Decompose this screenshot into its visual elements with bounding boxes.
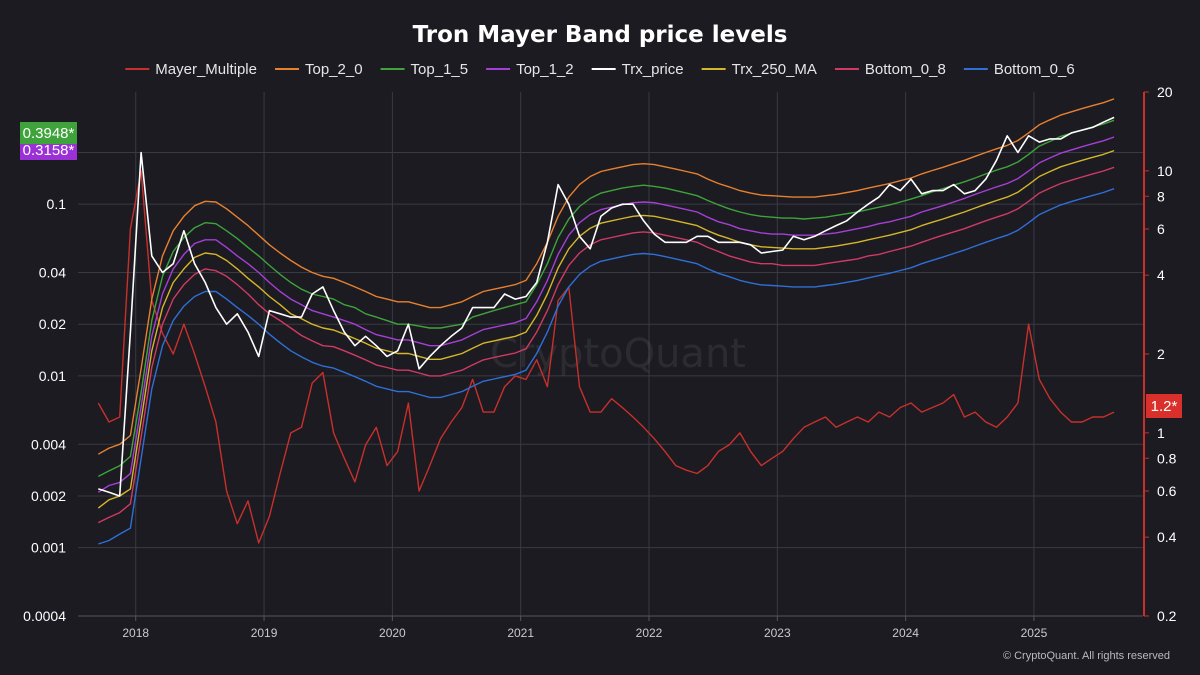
x-tick-2024: 2024 <box>892 626 919 640</box>
series-top-1-2 <box>97 136 1115 493</box>
legend-item-trx-price[interactable]: Trx_price <box>591 61 684 78</box>
copyright-text: © CryptoQuant. All rights reserved <box>1003 650 1170 662</box>
left-tick-0-01: 0.01 <box>39 368 66 384</box>
legend-item-mayer-multiple[interactable]: Mayer_Multiple <box>125 61 257 78</box>
left-tick-0-001: 0.001 <box>31 540 66 556</box>
left-tick-0-002: 0.002 <box>31 488 66 504</box>
x-tick-2021: 2021 <box>507 626 534 640</box>
left-tick-0-0004: 0.0004 <box>23 608 66 624</box>
series-trx-price <box>98 116 1115 497</box>
badge-top-1-2-bg <box>20 140 77 160</box>
legend-label-top-1-5: Top_1_5 <box>411 61 469 78</box>
legend-label-trx-price: Trx_price <box>622 61 684 78</box>
right-tick-8: 8 <box>1157 188 1165 204</box>
badge-top-1-2-label: 0.3158* <box>23 142 75 159</box>
axes: 0.0004 0.001 0.002 0.004 0.01 0.02 0.04 0.1 0.2 0… <box>23 84 1177 640</box>
legend-label-mayer-multiple: Mayer_Multiple <box>155 61 257 78</box>
legend-label-top-2-0: Top_2_0 <box>305 61 363 78</box>
right-tick-10: 10 <box>1157 163 1173 179</box>
x-tick-2018: 2018 <box>122 626 149 640</box>
badge-mayer-multiple-bg <box>1146 394 1182 418</box>
x-tick-2025: 2025 <box>1021 626 1048 640</box>
right-tick-0-2: 0.2 <box>1157 608 1177 624</box>
badge-top-1-2: 0.3158* <box>20 140 77 160</box>
left-tick-0-1: 0.1 <box>47 196 67 212</box>
right-tick-0-6: 0.6 <box>1157 483 1177 499</box>
left-tick-0-02: 0.02 <box>39 316 66 332</box>
legend-item-bottom-0-8[interactable]: Bottom_0_8 <box>834 61 946 78</box>
value-badges: 0.3158*0.3948* 1.2* <box>20 122 1182 418</box>
right-tick-4: 4 <box>1157 267 1165 283</box>
series-layer <box>97 98 1115 545</box>
legend-item-top-1-2[interactable]: Top_1_2 <box>486 61 574 78</box>
badge-top-1-5: 0.3948* <box>20 122 77 144</box>
legend-label-bottom-0-6: Bottom_0_6 <box>994 61 1075 78</box>
right-tick-20: 20 <box>1157 84 1173 100</box>
legend: Mayer_Multiple Top_2_0 Top_1_5 Top_1_2 Trx_p… <box>125 61 1075 78</box>
legend-item-top-2-0[interactable]: Top_2_0 <box>274 61 363 78</box>
series-trx-250-ma <box>97 149 1115 509</box>
x-tick-2022: 2022 <box>636 626 663 640</box>
badge-top-1-5-bg <box>20 122 77 144</box>
right-tick-0-4: 0.4 <box>1157 529 1177 545</box>
x-tick-2020: 2020 <box>379 626 406 640</box>
legend-label-top-1-2: Top_1_2 <box>516 61 574 78</box>
right-tick-6: 6 <box>1157 221 1165 237</box>
badge-mayer-multiple: 1.2* <box>1146 394 1182 418</box>
watermark: CryptoQuant <box>490 331 746 377</box>
right-tick-2: 2 <box>1157 346 1165 362</box>
series-top-2-0 <box>97 98 1115 455</box>
legend-item-bottom-0-6[interactable]: Bottom_0_6 <box>963 61 1075 78</box>
left-tick-0-004: 0.004 <box>31 436 66 452</box>
legend-item-trx-250-ma[interactable]: Trx_250_MA <box>701 61 817 78</box>
right-tick-1: 1 <box>1157 425 1165 441</box>
series-bottom-0-8 <box>97 166 1115 524</box>
series-mayer-multiple <box>97 170 1115 544</box>
chart-title: Tron Mayer Band price levels <box>413 22 788 48</box>
series-top-1-5 <box>97 119 1115 478</box>
left-tick-0-04: 0.04 <box>39 265 66 281</box>
series-bottom-0-6 <box>98 188 1115 545</box>
legend-item-top-1-5[interactable]: Top_1_5 <box>380 61 469 78</box>
badge-top-1-5-label: 0.3948* <box>23 125 75 142</box>
right-tick-0-8: 0.8 <box>1157 450 1177 466</box>
x-tick-2019: 2019 <box>251 626 278 640</box>
x-tick-2023: 2023 <box>764 626 791 640</box>
legend-label-trx-250-ma: Trx_250_MA <box>732 61 817 78</box>
badge-mayer-multiple-label: 1.2* <box>1151 398 1178 415</box>
legend-label-bottom-0-8: Bottom_0_8 <box>865 61 946 78</box>
